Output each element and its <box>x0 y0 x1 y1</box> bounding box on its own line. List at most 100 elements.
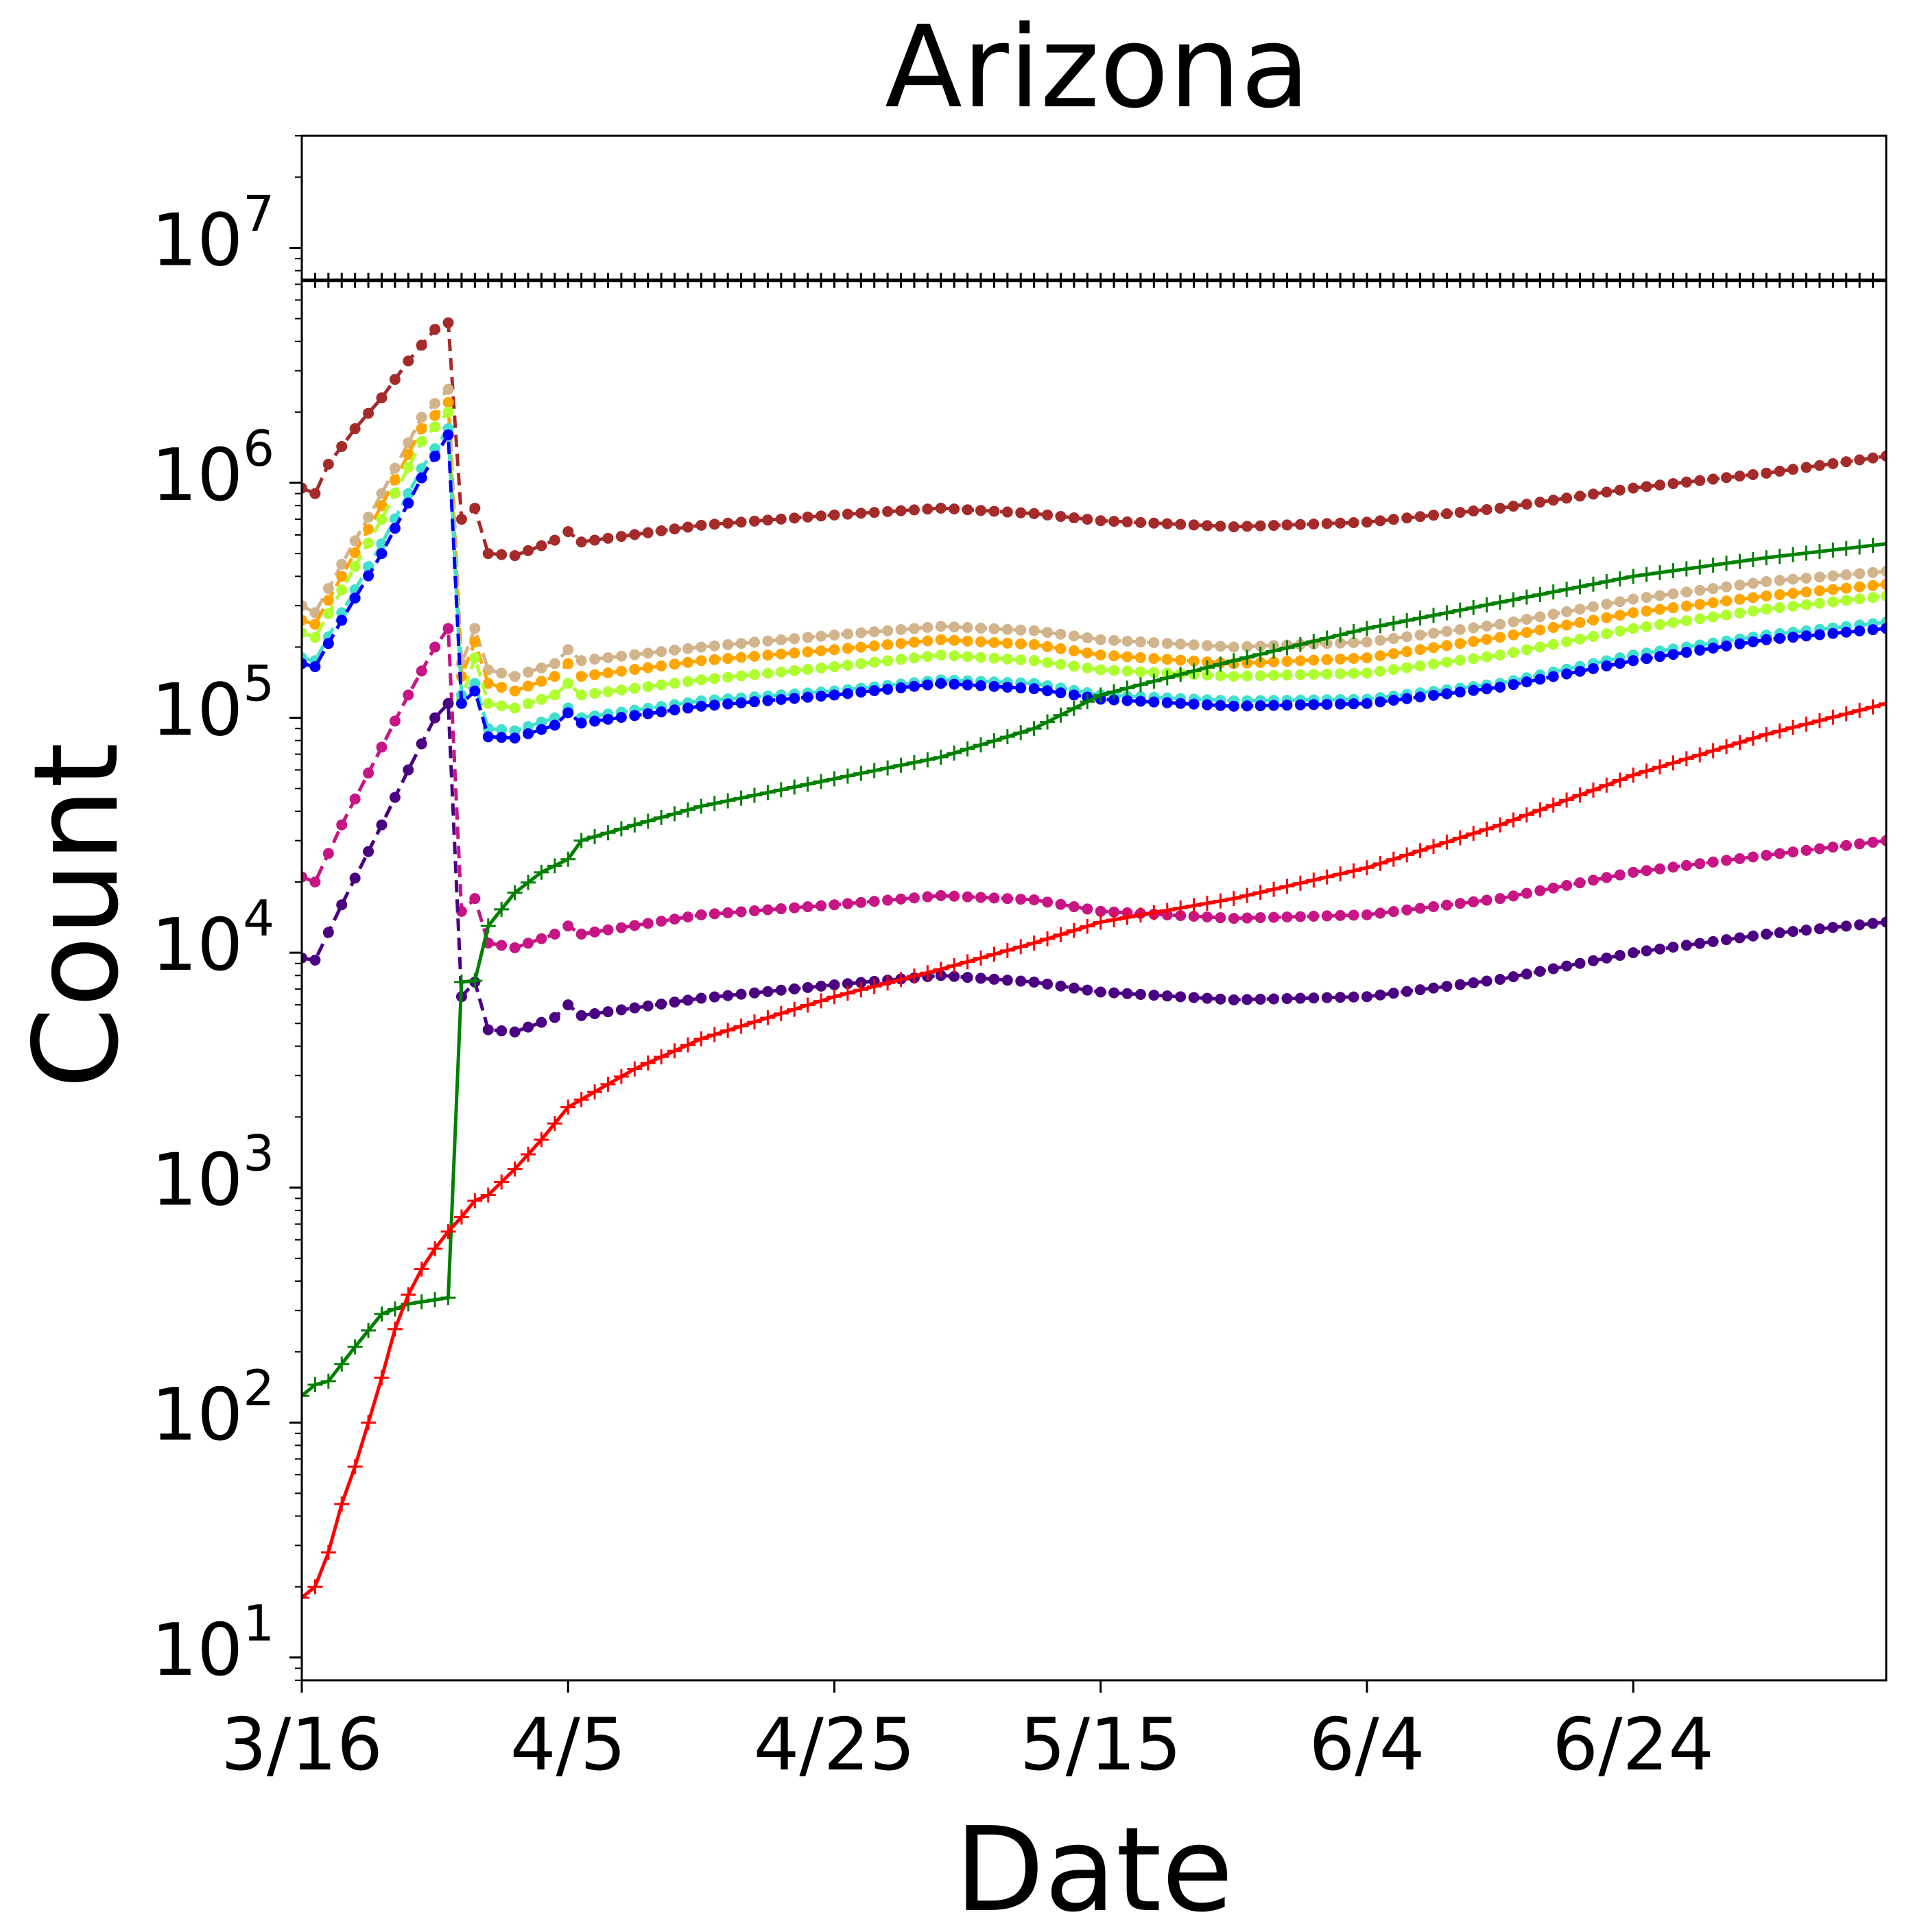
data-point <box>1854 838 1866 850</box>
data-point <box>1481 651 1492 663</box>
data-point <box>1361 909 1372 920</box>
data-point <box>1694 858 1706 870</box>
data-point <box>1867 624 1879 636</box>
data-point <box>1585 782 1601 798</box>
data-point <box>1428 628 1439 639</box>
data-point <box>733 272 749 288</box>
data-point <box>1747 930 1759 942</box>
data-point <box>336 819 348 831</box>
data-point <box>336 558 348 570</box>
data-point <box>1281 700 1293 711</box>
data-point <box>575 536 587 548</box>
data-point <box>453 974 469 990</box>
data-point <box>1042 509 1054 521</box>
data-point <box>1375 650 1386 662</box>
data-point <box>709 673 720 684</box>
data-point <box>1772 548 1787 564</box>
y-axis-label: Count <box>9 743 145 1089</box>
data-point <box>1601 872 1613 883</box>
data-point <box>389 462 401 474</box>
data-point <box>521 1147 536 1162</box>
data-point <box>494 1174 510 1190</box>
data-point <box>1481 620 1492 632</box>
data-point <box>1628 623 1639 634</box>
data-point <box>842 628 853 640</box>
data-point <box>880 272 896 288</box>
data-point <box>469 502 481 514</box>
data-point <box>816 980 827 992</box>
data-point <box>1811 544 1827 560</box>
data-point <box>709 908 720 920</box>
data-point <box>1639 272 1654 288</box>
data-point <box>320 1373 336 1389</box>
data-point <box>1372 618 1388 634</box>
data-point <box>1319 272 1335 288</box>
data-point <box>429 409 441 421</box>
data-point <box>935 502 947 514</box>
data-point <box>1348 698 1359 710</box>
data-point <box>853 272 869 288</box>
data-point <box>401 272 416 288</box>
data-point <box>773 782 789 798</box>
data-point <box>309 488 321 499</box>
data-point <box>1865 538 1881 553</box>
data-point <box>1082 632 1093 644</box>
data-point <box>1774 632 1785 644</box>
data-point <box>962 972 973 983</box>
data-point <box>1854 581 1866 593</box>
data-point <box>1361 652 1372 664</box>
data-point <box>363 512 374 523</box>
data-point <box>1015 654 1027 666</box>
data-point <box>789 902 800 914</box>
data-point <box>1401 512 1413 524</box>
data-point <box>1441 656 1453 668</box>
data-point <box>1867 592 1879 604</box>
data-point <box>509 1026 521 1038</box>
data-point <box>842 898 853 909</box>
data-point <box>1254 670 1266 682</box>
data-point <box>1321 518 1333 529</box>
data-point <box>389 474 401 486</box>
data-point <box>1545 584 1561 600</box>
data-point <box>1439 834 1455 850</box>
data-point <box>613 1069 629 1084</box>
data-point <box>908 636 920 648</box>
data-point <box>895 505 907 516</box>
data-point <box>1428 510 1439 521</box>
data-point <box>1159 670 1175 686</box>
data-point <box>988 505 1000 517</box>
data-point <box>813 993 829 1009</box>
data-point <box>762 695 774 706</box>
data-point <box>906 754 922 770</box>
data-point <box>1441 625 1453 637</box>
data-point <box>1707 856 1719 868</box>
data-point <box>654 809 669 825</box>
data-point <box>882 639 894 650</box>
data-point <box>829 979 840 990</box>
y-tick-label: 106 <box>152 420 274 517</box>
data-point <box>1628 947 1639 959</box>
data-point <box>1294 655 1306 667</box>
data-point <box>523 545 534 556</box>
data-point <box>693 272 709 288</box>
data-point <box>722 517 734 529</box>
data-point <box>536 693 547 705</box>
data-point <box>602 1006 614 1018</box>
data-point <box>1132 272 1148 288</box>
data-point <box>1414 511 1426 523</box>
data-point <box>682 911 693 922</box>
data-point <box>1215 521 1226 532</box>
data-point <box>1867 452 1879 464</box>
data-point <box>536 1016 547 1028</box>
data-point <box>1359 272 1375 288</box>
data-point <box>1013 939 1029 955</box>
data-point <box>1867 918 1879 929</box>
data-point <box>547 272 562 288</box>
data-point <box>1747 592 1759 604</box>
series-3 <box>302 396 1886 697</box>
data-point <box>1838 272 1854 288</box>
data-point <box>1134 636 1146 647</box>
data-point <box>1561 668 1573 680</box>
data-point <box>363 537 374 549</box>
data-point <box>733 1018 749 1034</box>
